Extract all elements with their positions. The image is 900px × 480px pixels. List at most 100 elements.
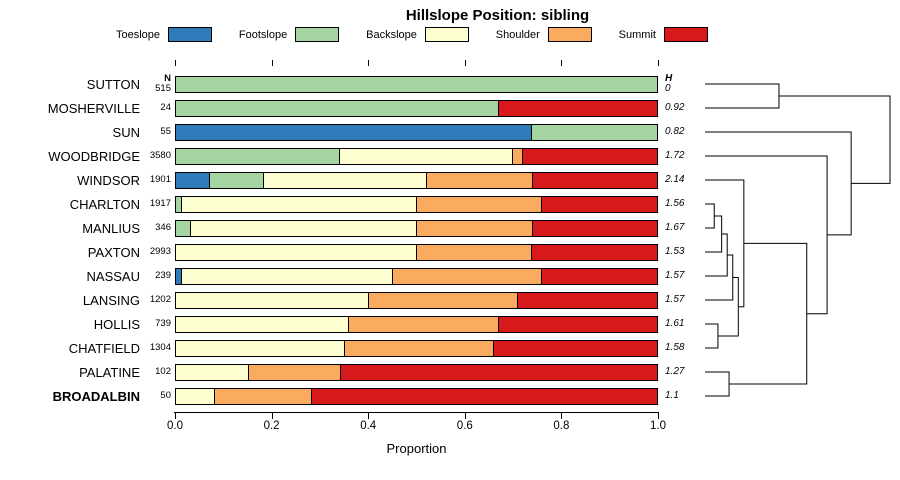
series-name: SUN <box>112 124 140 140</box>
table-row: WOODBRIDGE 3580 1.72 <box>0 144 900 168</box>
h-value-text: 0 <box>665 83 671 94</box>
bar-segment-shoulder <box>392 267 543 285</box>
n-value: 1304 <box>149 342 171 353</box>
bar-segment-summit <box>531 243 658 261</box>
bar-segment-backslope <box>175 387 216 405</box>
axis-tick-label: 0.6 <box>456 420 473 432</box>
h-value: 2.14 <box>665 174 685 185</box>
bar-segment-summit <box>339 363 658 381</box>
stacked-bar <box>175 75 658 93</box>
axis-tick-label: 1.0 <box>650 420 666 432</box>
bar-segment-summit <box>541 195 658 213</box>
axis-tick <box>368 60 370 66</box>
legend-label: Toeslope <box>116 28 161 41</box>
axis-tick-label: 0.8 <box>553 420 570 432</box>
x-axis-title: Proportion <box>386 441 447 456</box>
h-value: 1.61 <box>665 318 685 329</box>
toeslope-swatch <box>168 27 213 42</box>
table-row: MOSHERVILLE 24 0.92 <box>0 96 900 120</box>
legend-item-footslope: Footslope <box>238 27 340 42</box>
axis-tick-label: 0.4 <box>360 420 377 432</box>
n-value: 1202 <box>149 294 171 305</box>
bar-segment-shoulder <box>343 339 495 357</box>
stacked-bar <box>175 219 658 237</box>
legend-item-summit: Summit <box>619 27 708 42</box>
legend: Toeslope Footslope Backslope Shoulder Summit <box>116 27 708 42</box>
axis-tick <box>175 60 176 66</box>
bar-segment-backslope <box>175 315 350 333</box>
n-value: 55 <box>160 126 171 137</box>
table-row: PAXTON 2993 1.53 <box>0 240 900 264</box>
n-value: N 515 <box>146 74 175 94</box>
axis-tick <box>464 60 466 66</box>
bar-segment-backslope <box>175 243 417 261</box>
axis-tick-label: 0.2 <box>263 420 280 432</box>
series-name: BROADALBIN <box>52 388 140 404</box>
axis-tick <box>175 413 176 419</box>
legend-item-toeslope: Toeslope <box>116 27 213 42</box>
series-name: MANLIUS <box>82 220 140 236</box>
table-row: BROADALBIN 50 1.1 <box>0 384 900 408</box>
bar-segment-summit <box>522 147 659 165</box>
n-value: 3580 <box>149 150 171 161</box>
axis-tick-label: 0.0 <box>167 420 183 432</box>
h-value: 1.53 <box>665 246 685 257</box>
legend-item-backslope: Backslope <box>366 27 469 42</box>
bar-segment-summit <box>493 339 658 357</box>
h-value: 1.57 <box>665 294 685 305</box>
bar-segment-toeslope <box>175 123 533 141</box>
bar-segment-shoulder <box>214 387 313 405</box>
h-value: 1.58 <box>665 342 685 353</box>
series-name: PALATINE <box>79 364 140 380</box>
stacked-bar <box>175 291 658 309</box>
n-value: 739 <box>155 318 171 329</box>
bar-segment-shoulder <box>416 195 543 213</box>
bar-segment-backslope <box>175 339 345 357</box>
dendrogram-path <box>705 83 891 397</box>
h-value: 1.67 <box>665 222 685 233</box>
series-name: MOSHERVILLE <box>47 100 140 116</box>
bar-segment-summit <box>311 387 658 405</box>
bar-rows: SUTTON N 515 H 0 MOSHERVILLE 24 0.92 SUN 55 0.82 WO… <box>0 72 900 408</box>
footslope-swatch <box>295 27 340 42</box>
axis-tick <box>658 413 659 419</box>
series-name: LANSING <box>82 292 140 308</box>
table-row: PALATINE 102 1.27 <box>0 360 900 384</box>
n-value: 102 <box>155 366 171 377</box>
dendrogram <box>705 83 891 397</box>
bar-segment-footslope <box>531 123 658 141</box>
bar-segment-shoulder <box>426 171 533 189</box>
shoulder-swatch <box>547 27 592 42</box>
series-name: HOLLIS <box>93 316 140 332</box>
axis-tick <box>658 60 659 66</box>
n-value: 239 <box>155 270 171 281</box>
bar-segment-shoulder <box>247 363 341 381</box>
bar-segment-footslope <box>209 171 264 189</box>
stacked-bar <box>175 147 659 165</box>
h-value: 1.27 <box>665 366 685 377</box>
axis-tick <box>368 413 370 419</box>
legend-label: Summit <box>618 28 656 41</box>
n-column-header: N <box>164 73 171 84</box>
bar-segment-backslope <box>180 267 394 285</box>
stacked-bar <box>175 195 658 213</box>
bar-segment-backslope <box>175 291 369 309</box>
stacked-bar <box>175 267 658 285</box>
table-row: HOLLIS 739 1.61 <box>0 312 900 336</box>
bar-segment-summit <box>531 171 658 189</box>
h-value: 0.82 <box>665 126 685 137</box>
table-row: LANSING 1202 1.57 <box>0 288 900 312</box>
stacked-bar <box>175 387 658 405</box>
bar-segment-footslope <box>175 75 658 93</box>
table-row: MANLIUS 346 1.67 <box>0 216 900 240</box>
legend-label: Footslope <box>238 28 288 41</box>
bar-segment-shoulder <box>367 291 519 309</box>
series-name: PAXTON <box>87 244 140 260</box>
stacked-bar <box>175 171 658 189</box>
series-name: SUTTON <box>86 76 140 92</box>
bar-segment-backslope <box>262 171 428 189</box>
table-row: WINDSOR 1901 2.14 <box>0 168 900 192</box>
bar-segment-backslope <box>338 147 513 165</box>
